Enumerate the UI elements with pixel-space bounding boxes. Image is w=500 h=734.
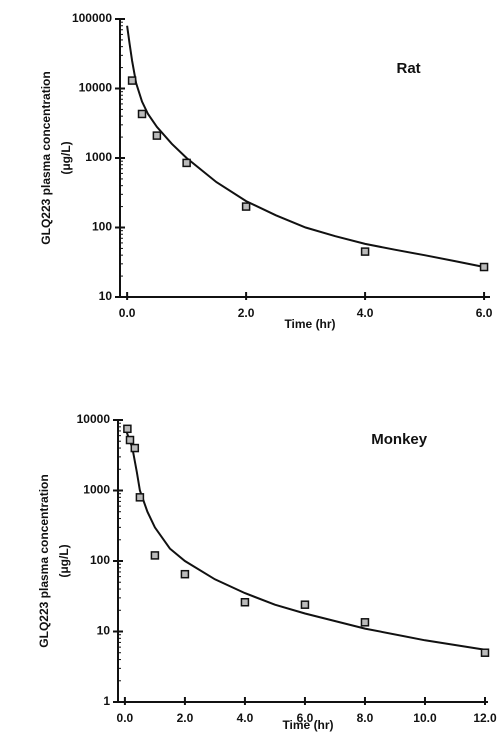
fit-curve — [126, 25, 485, 268]
y-tick-label: 1000 — [85, 150, 112, 164]
data-point — [300, 600, 310, 609]
y-axis-label: GLQ223 plasma concentration — [37, 474, 51, 647]
data-point — [123, 424, 132, 434]
y-tick-label: 10000 — [77, 412, 111, 426]
x-tick-label: 4.0 — [237, 711, 254, 725]
annotation: Monkey — [371, 431, 428, 448]
data-point — [125, 435, 135, 445]
y-tick-label: 10 — [97, 624, 111, 638]
data-point — [150, 551, 160, 560]
y-axis-label: GLQ223 plasma concentration — [39, 71, 53, 244]
data-point — [135, 493, 145, 502]
y-tick-label: 1000 — [83, 483, 110, 497]
x-axis-label: Time (hr) — [282, 718, 333, 732]
x-tick-label: 6.0 — [297, 711, 314, 725]
x-tick-label: 6.0 — [476, 306, 493, 320]
y-tick-label: 1 — [103, 694, 110, 708]
annotation: Rat — [397, 60, 421, 77]
y-axis-unit: (μg/L) — [59, 141, 73, 174]
data-point — [152, 131, 162, 140]
x-tick-label: 10.0 — [413, 711, 437, 725]
data-point — [360, 247, 370, 256]
data-point — [479, 262, 489, 272]
x-axis-label: Time (hr) — [284, 317, 335, 331]
y-tick-label: 100000 — [72, 11, 112, 25]
y-axis-unit: (μg/L) — [57, 544, 71, 577]
data-point — [127, 76, 137, 85]
x-tick-label: 0.0 — [119, 306, 136, 320]
data-point — [180, 569, 190, 579]
data-point — [360, 618, 370, 627]
data-point — [480, 648, 490, 657]
y-tick-label: 100 — [92, 220, 112, 234]
axis-line — [117, 420, 488, 703]
axis-line — [119, 19, 490, 298]
data-point — [137, 109, 147, 119]
x-tick-label: 12.0 — [473, 711, 497, 725]
x-tick-label: 8.0 — [357, 711, 374, 725]
x-tick-label: 2.0 — [177, 711, 194, 725]
x-tick-label: 4.0 — [357, 306, 374, 320]
y-tick-label: 100 — [90, 553, 110, 567]
data-point — [240, 597, 250, 607]
x-tick-label: 2.0 — [238, 306, 255, 320]
y-tick-label: 10 — [99, 289, 113, 303]
y-tick-label: 10000 — [79, 81, 113, 95]
x-tick-label: 0.0 — [117, 711, 134, 725]
fit-curve — [123, 426, 486, 651]
data-point — [130, 443, 140, 453]
data-point — [241, 202, 251, 211]
data-point — [182, 158, 191, 168]
